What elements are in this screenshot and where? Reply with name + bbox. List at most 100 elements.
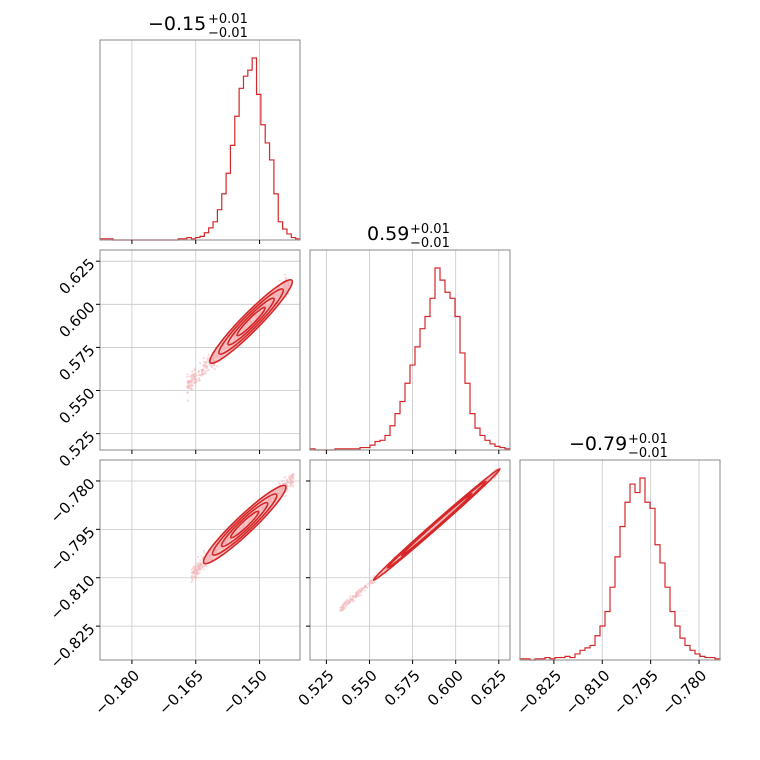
sample-point bbox=[281, 479, 284, 483]
sample-point bbox=[202, 361, 205, 364]
sample-point bbox=[345, 600, 348, 603]
sample-point bbox=[190, 388, 193, 391]
sample-point bbox=[194, 373, 198, 376]
sample-point bbox=[292, 485, 295, 488]
sample-point bbox=[349, 597, 352, 601]
sample-point bbox=[198, 379, 201, 382]
sample-point bbox=[203, 371, 206, 374]
sample-point bbox=[283, 273, 287, 276]
panel-1-1-frame bbox=[309, 249, 511, 451]
sample-point bbox=[288, 477, 291, 480]
y-tick-label-param-1: 0.550 bbox=[55, 384, 98, 427]
sample-point bbox=[190, 568, 193, 571]
x-tick-label-param-1: 0.575 bbox=[381, 666, 424, 709]
sample-point bbox=[193, 378, 196, 381]
sample-point bbox=[192, 373, 195, 376]
sample-point bbox=[359, 594, 362, 597]
sample-point bbox=[349, 595, 352, 598]
sample-point bbox=[341, 608, 344, 611]
sample-point bbox=[195, 568, 198, 572]
sample-point bbox=[186, 373, 189, 376]
x-tick-label-param-2: −0.810 bbox=[562, 666, 614, 718]
sample-point bbox=[198, 370, 201, 373]
sample-point bbox=[202, 568, 205, 571]
sample-point bbox=[216, 365, 219, 368]
sample-point bbox=[290, 475, 294, 479]
y-tick-label-param-1: 0.625 bbox=[55, 255, 98, 298]
sample-point bbox=[199, 361, 202, 365]
x-tick-label-param-2: −0.795 bbox=[610, 666, 662, 718]
sample-point bbox=[201, 368, 205, 372]
sample-point bbox=[195, 563, 199, 566]
sample-point bbox=[189, 383, 192, 386]
title-param-1-plus: +0.01 bbox=[410, 222, 450, 237]
sample-point bbox=[286, 489, 289, 492]
sample-point bbox=[199, 559, 202, 562]
sample-point bbox=[186, 391, 189, 394]
title-param-0-minus: −0.01 bbox=[208, 26, 248, 41]
contour-1-2-level-2 bbox=[400, 492, 473, 557]
sample-point bbox=[345, 604, 348, 608]
title-param-2-minus: −0.01 bbox=[628, 446, 668, 461]
sample-point bbox=[205, 367, 208, 370]
sample-point bbox=[190, 571, 194, 574]
x-tick-label-param-0: −0.165 bbox=[155, 666, 207, 718]
panel-2-1-frame bbox=[309, 459, 511, 661]
sample-point bbox=[204, 360, 207, 364]
sample-point bbox=[201, 371, 204, 374]
sample-point bbox=[284, 276, 288, 279]
sample-point bbox=[287, 481, 290, 484]
sample-point bbox=[210, 366, 214, 369]
sample-point bbox=[360, 591, 363, 594]
sample-point bbox=[357, 588, 360, 591]
y-tick-label-param-2: −0.795 bbox=[47, 523, 99, 575]
sample-point bbox=[206, 357, 209, 360]
y-tick-label-param-2: −0.810 bbox=[47, 572, 99, 624]
sample-point bbox=[200, 562, 203, 565]
sample-point bbox=[213, 367, 216, 370]
sample-point bbox=[197, 377, 201, 380]
sample-point bbox=[368, 584, 371, 587]
y-tick-label-param-1: 0.525 bbox=[55, 427, 98, 470]
sample-point bbox=[203, 365, 206, 368]
sample-point bbox=[342, 606, 345, 610]
sample-point bbox=[289, 484, 292, 488]
sample-point bbox=[284, 494, 287, 498]
sample-point bbox=[191, 578, 194, 582]
sample-point bbox=[189, 374, 192, 378]
sample-point bbox=[198, 571, 201, 574]
x-tick-label-param-2: −0.780 bbox=[658, 666, 710, 718]
sample-point bbox=[194, 574, 197, 577]
sample-point bbox=[195, 566, 198, 570]
y-tick-label-param-1: 0.600 bbox=[55, 298, 98, 341]
sample-point bbox=[186, 399, 189, 402]
sample-point bbox=[195, 380, 198, 383]
sample-point bbox=[364, 586, 367, 589]
x-tick-label-param-0: −0.150 bbox=[219, 666, 271, 718]
sample-point bbox=[190, 577, 194, 580]
sample-point bbox=[202, 373, 205, 376]
sample-point bbox=[193, 381, 196, 385]
sample-point bbox=[186, 380, 190, 383]
sample-point bbox=[360, 587, 363, 590]
contour-0-2-level-2 bbox=[220, 501, 269, 548]
title-param-1-minus: −0.01 bbox=[410, 236, 450, 251]
sample-point bbox=[202, 549, 206, 552]
sample-point bbox=[367, 582, 370, 585]
sample-point bbox=[197, 373, 201, 377]
x-tick-label-param-1: 0.525 bbox=[295, 666, 338, 709]
sample-point bbox=[188, 386, 192, 389]
sample-point bbox=[369, 580, 372, 584]
sample-point bbox=[186, 375, 189, 378]
sample-point bbox=[193, 566, 196, 569]
sample-point bbox=[290, 479, 293, 482]
sample-point bbox=[190, 377, 194, 380]
y-tick-label-param-2: −0.825 bbox=[47, 620, 99, 672]
sample-point bbox=[291, 481, 294, 484]
sample-point bbox=[205, 369, 208, 373]
sample-point bbox=[207, 368, 210, 372]
x-tick-label-param-2: −0.825 bbox=[513, 666, 565, 718]
contour-0-1-level-3 bbox=[236, 306, 266, 337]
sample-point bbox=[493, 477, 496, 480]
